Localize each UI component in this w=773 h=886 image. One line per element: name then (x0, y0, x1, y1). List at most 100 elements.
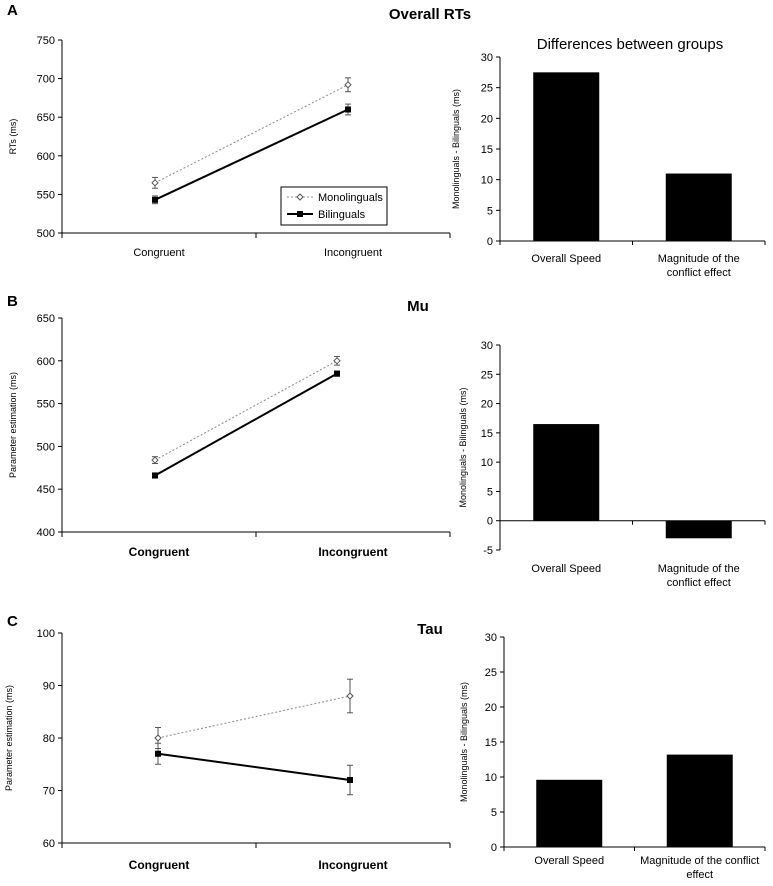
y-tick-label: 70 (43, 786, 55, 798)
bar-conflict-effect (666, 754, 733, 847)
y-tick-label: 30 (481, 340, 493, 352)
series-line-bilinguals (154, 108, 349, 201)
bar-overall-speed (536, 779, 603, 847)
y-tick-label: 30 (481, 52, 493, 64)
data-point-bilinguals (152, 196, 158, 203)
y-tick-label: 25 (481, 369, 493, 381)
x-category-label: Magnitude of the (658, 563, 740, 575)
y-tick-label: -5 (483, 545, 493, 557)
x-category-label: Overall Speed (531, 253, 601, 265)
legend: Monolinguals Bilinguals (280, 186, 388, 226)
line-chart-a: 500 550 600 650 700 750 Congruent Incongruent Ov… (8, 6, 471, 259)
y-tick-label: 5 (491, 807, 497, 819)
series-line-bilinguals (154, 372, 338, 477)
line-chart-c: 60 70 80 90 100 Congruent Incongruent Tau Parame… (4, 621, 451, 872)
y-tick-label: 10 (481, 175, 493, 187)
x-category-label: Magnitude of the conflict (640, 855, 759, 867)
y-tick-label: 20 (481, 113, 493, 125)
series-line-bilinguals (157, 752, 351, 781)
x-category-label: conflict effect (667, 577, 731, 589)
y-tick-label: 60 (43, 838, 55, 850)
data-point-bilinguals (334, 370, 340, 377)
y-axis-label: Monolinguals - Bilinguals (ms) (451, 89, 461, 209)
bar-overall-speed (533, 72, 600, 241)
chart-title: Mu (407, 298, 429, 315)
data-point-monolinguals (151, 179, 159, 187)
y-tick-label: 550 (37, 399, 55, 411)
legend-marker-bilinguals (297, 211, 303, 217)
y-tick-label: 25 (485, 667, 497, 679)
data-point-bilinguals (345, 106, 351, 113)
y-tick-label: 15 (481, 144, 493, 156)
legend-label-monolinguals: Monolinguals (318, 192, 383, 204)
bar-chart-c: 0 5 10 15 20 25 30 Overall Speed Magnitude of th… (459, 632, 766, 881)
bar-chart-a: 0 5 10 15 20 25 30 Overall Speed Magnitude of th… (451, 36, 766, 279)
y-tick-label: 10 (481, 457, 493, 469)
data-point-monolinguals (344, 81, 352, 89)
y-tick-label: 5 (487, 486, 493, 498)
y-tick-label: 600 (37, 356, 55, 368)
panel-label-a: A (7, 2, 18, 19)
y-tick-label: 15 (485, 737, 497, 749)
y-tick-label: 20 (485, 702, 497, 714)
line-chart-b: 400 450 500 550 600 650 Congruent Incongruent Mu… (8, 298, 451, 559)
chart-title: Tau (417, 621, 443, 638)
bar-chart-b: -5 0 5 10 15 20 25 30 Overall Speed Magnitude of … (458, 340, 766, 589)
y-tick-label: 100 (37, 628, 55, 640)
x-category-label: effect (686, 869, 713, 881)
x-category-label: Overall Speed (531, 563, 601, 575)
data-point-monolinguals (333, 357, 341, 365)
y-axis-label: Monolinguals - Bilinguals (ms) (458, 387, 468, 507)
x-category-label: Magnitude of the (658, 253, 740, 265)
y-tick-label: 750 (37, 35, 55, 47)
bar-conflict-effect (665, 520, 732, 539)
chart-title: Overall RTs (389, 6, 471, 23)
x-category-label: Incongruent (318, 858, 387, 872)
data-point-bilinguals (152, 472, 158, 479)
y-axis-label: RTs (ms) (8, 119, 18, 155)
y-tick-label: 700 (37, 74, 55, 86)
panel-label-c: C (7, 613, 18, 630)
x-category-label: Incongruent (324, 247, 382, 259)
y-tick-label: 450 (37, 484, 55, 496)
y-tick-label: 15 (481, 428, 493, 440)
y-tick-label: 650 (37, 313, 55, 325)
bar-overall-speed (533, 424, 600, 521)
legend-label-bilinguals: Bilinguals (318, 209, 366, 221)
y-tick-label: 0 (487, 516, 493, 528)
data-point-monolinguals (151, 456, 159, 464)
y-tick-label: 5 (487, 205, 493, 217)
y-tick-label: 0 (491, 842, 497, 854)
y-tick-label: 600 (37, 151, 55, 163)
y-tick-label: 500 (37, 441, 55, 453)
x-category-label: Incongruent (318, 545, 387, 559)
y-tick-label: 550 (37, 189, 55, 201)
x-category-label: conflict effect (667, 267, 731, 279)
data-point-bilinguals (155, 750, 161, 757)
y-axis-label: Monolinguals - Bilinguals (ms) (459, 682, 469, 802)
y-axis-label: Parameter estimation (ms) (4, 685, 14, 791)
y-tick-label: 0 (487, 236, 493, 248)
data-point-monolinguals (346, 692, 354, 700)
x-category-label: Congruent (133, 247, 184, 259)
series-line-monolinguals (154, 84, 349, 184)
panel-label-b: B (7, 293, 18, 310)
y-tick-label: 90 (43, 681, 55, 693)
y-tick-label: 25 (481, 83, 493, 95)
series-line-monolinguals (154, 360, 338, 461)
x-category-label: Congruent (129, 858, 190, 872)
legend-box (280, 186, 388, 226)
y-tick-label: 80 (43, 733, 55, 745)
bar-conflict-effect (665, 173, 732, 241)
y-tick-label: 650 (37, 112, 55, 124)
y-axis-label: Parameter estimation (ms) (8, 372, 18, 478)
y-tick-label: 20 (481, 399, 493, 411)
y-tick-label: 30 (485, 632, 497, 644)
y-tick-label: 400 (37, 527, 55, 539)
y-tick-label: 10 (485, 772, 497, 784)
x-category-label: Overall Speed (534, 855, 604, 867)
data-point-bilinguals (347, 777, 353, 783)
legend-marker-monolinguals (296, 193, 304, 201)
